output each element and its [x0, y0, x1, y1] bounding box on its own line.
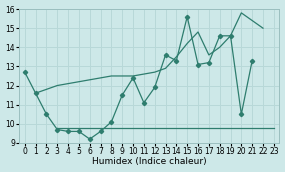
X-axis label: Humidex (Indice chaleur): Humidex (Indice chaleur)	[92, 157, 207, 166]
